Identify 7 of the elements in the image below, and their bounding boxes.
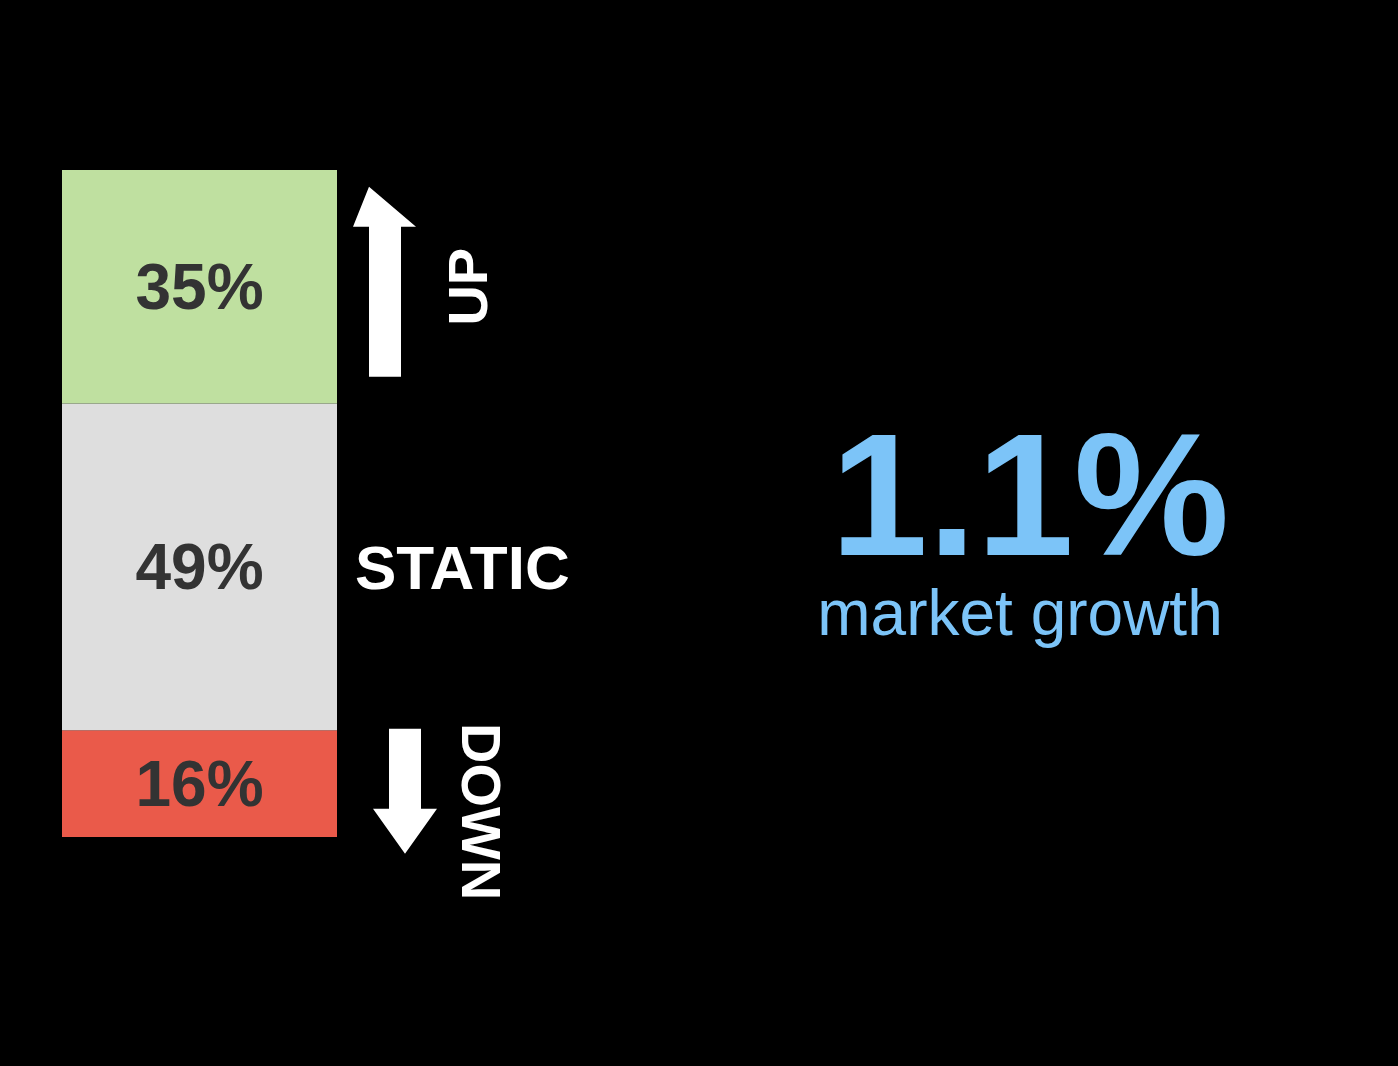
text: UP xyxy=(436,247,499,326)
series-label: STATIC xyxy=(355,532,570,602)
text: DOWN xyxy=(450,722,513,901)
data-label: 35% xyxy=(135,251,264,324)
data-label: 16% xyxy=(135,748,264,821)
data-label: 49% xyxy=(135,531,264,604)
text: market growth xyxy=(817,577,1223,649)
